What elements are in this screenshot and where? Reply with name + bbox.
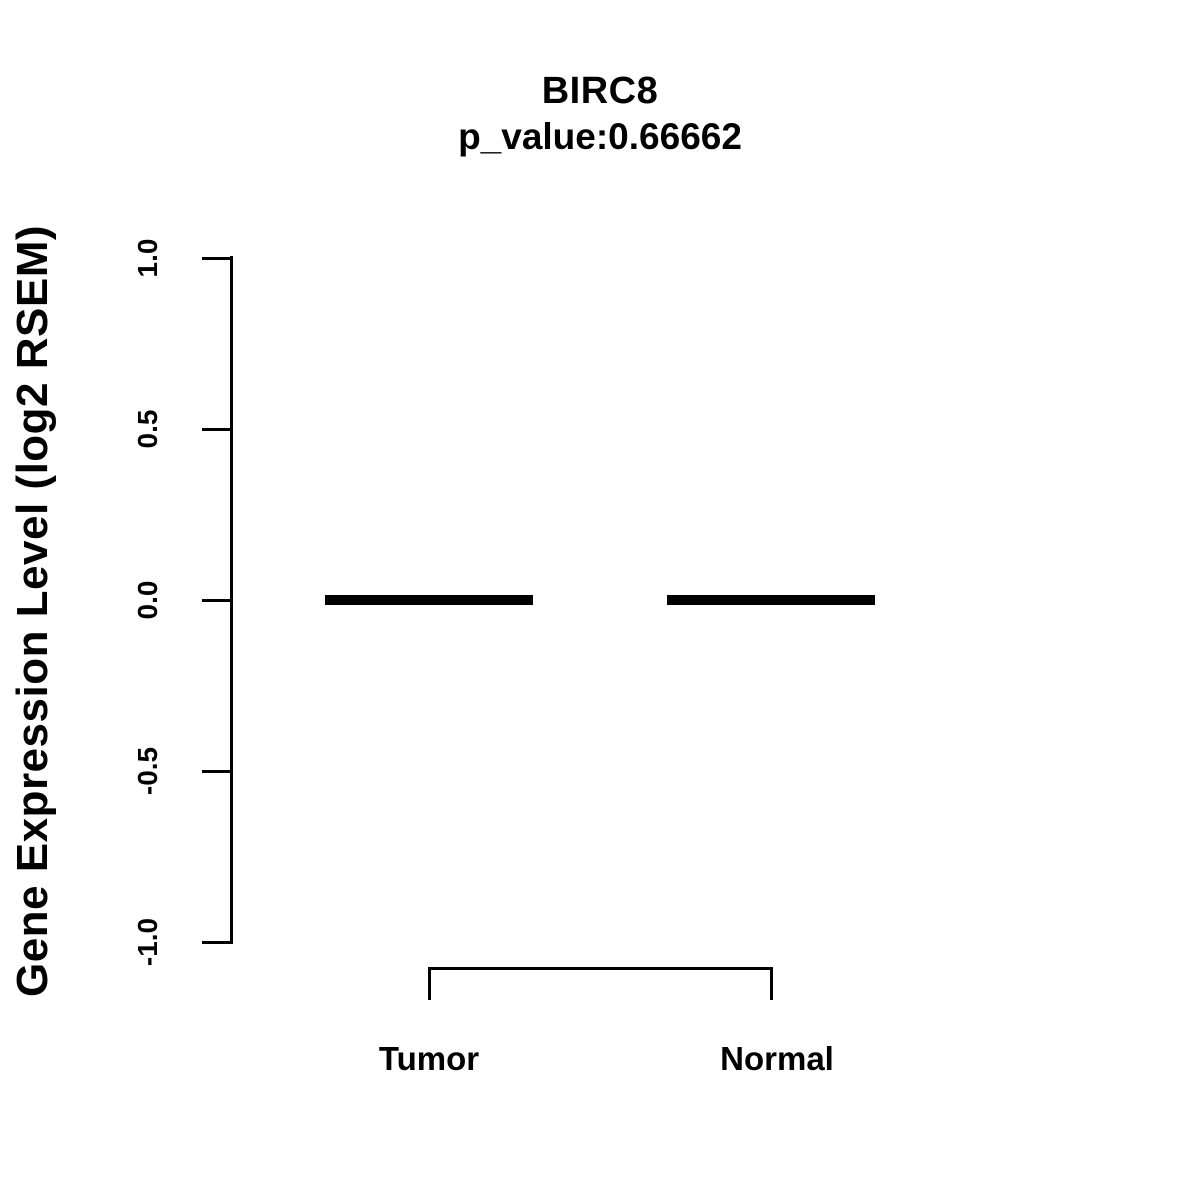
median-bar-normal [667, 595, 875, 605]
y-tick-mark [202, 598, 230, 602]
y-tick-label: 0.0 [132, 580, 163, 620]
y-axis-label: Gene Expression Level (log2 RSEM) [8, 224, 57, 998]
y-tick-mark [202, 427, 230, 431]
y-tick-mark [202, 769, 230, 773]
y-tick-label: 0.5 [132, 409, 163, 449]
y-tick-label: 1.0 [132, 238, 163, 278]
chart-subtitle: p_value:0.66662 [458, 116, 742, 157]
y-tick-mark [202, 940, 230, 944]
comparison-bracket-left-end [428, 967, 431, 1000]
x-axis-label-tumor: Tumor [378, 1040, 480, 1077]
x-axis-label-normal: Normal [720, 1040, 834, 1077]
y-tick-label: -0.5 [132, 746, 163, 796]
comparison-bracket-right-end [770, 967, 773, 1000]
title-block: BIRC8 p_value:0.66662 [230, 68, 970, 160]
chart-title: BIRC8 [541, 70, 659, 112]
y-tick-mark [202, 256, 230, 260]
y-tick-label: -1.0 [132, 917, 163, 967]
comparison-bracket-horizontal [428, 967, 773, 970]
y-axis-line [230, 256, 233, 944]
median-bar-tumor [325, 595, 533, 605]
